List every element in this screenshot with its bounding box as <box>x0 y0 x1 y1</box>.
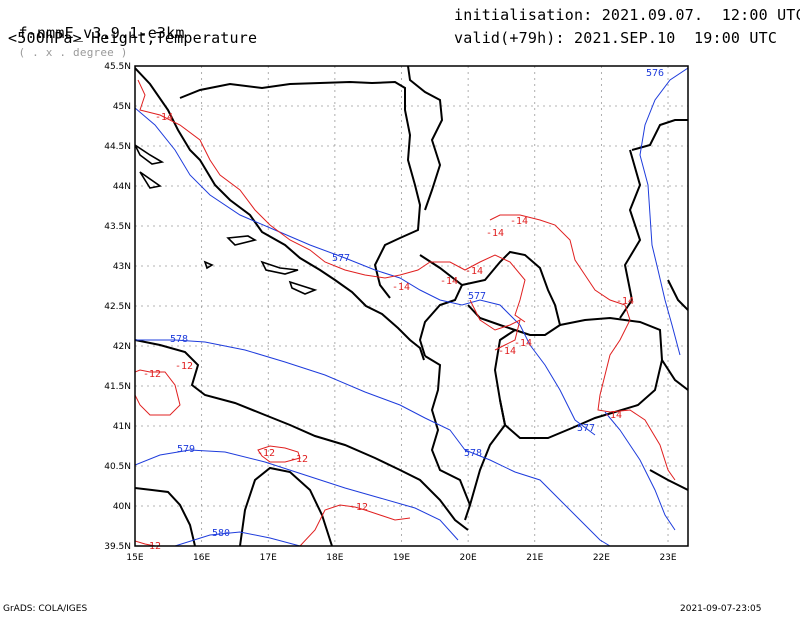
valid-time: valid(+79h): 2021.SEP.10 19:00 UTC <box>454 29 778 47</box>
height-contour-label: 576 <box>646 68 664 79</box>
island-3 <box>288 280 318 295</box>
lon-tick-label: 15E <box>126 553 143 563</box>
height-contour-label: 579 <box>177 444 195 455</box>
border-croatia-bosnia <box>179 80 422 299</box>
border-north-macedonia <box>493 316 664 439</box>
border-albania <box>424 355 472 521</box>
lat-tick-label: 42.5N <box>104 302 131 312</box>
border-east <box>619 149 642 319</box>
axis-labels: 15E 16E 17E 18E 19E 20E 21E 22E 23E 39.5N 40N 40.5N… <box>104 62 677 563</box>
height-contour-label: 577 <box>577 423 595 434</box>
lon-tick-label: 17E <box>260 553 277 563</box>
map-frame <box>134 65 689 547</box>
lat-tick-label: 42N <box>113 342 131 352</box>
height-contour-label: 578 <box>464 448 482 459</box>
lat-tick-label: 44N <box>113 182 131 192</box>
lon-tick-label: 21E <box>526 553 543 563</box>
lon-tick-label: 20E <box>460 553 477 563</box>
lat-tick-label: 45.5N <box>104 62 131 72</box>
temperature-contour-label: -14 <box>392 282 410 293</box>
lat-tick-label: 41N <box>113 422 131 432</box>
height-contour-label: 580 <box>212 528 230 539</box>
temperature-contour-label: -12 <box>257 448 275 459</box>
lat-tick-label: 40N <box>113 502 131 512</box>
lon-tick-label: 22E <box>593 553 610 563</box>
coastline-italy-east <box>135 339 469 531</box>
temperature-contour-label: -14 <box>604 410 622 421</box>
border-greece <box>469 399 507 506</box>
lon-tick-label: 23E <box>659 553 676 563</box>
init-time: initialisation: 2021.09.07. 12:00 UTC <box>454 6 800 24</box>
height-contour-label: 578 <box>170 334 188 345</box>
temperature-contour-label: -14 <box>616 296 634 307</box>
border-top-right <box>631 119 688 151</box>
model-title: f-nmmE_v3.9.1-e3km ( . x . degree ) <box>0 6 185 60</box>
coastline-adriatic-east <box>135 67 425 361</box>
temperature-contour-label: -12 <box>290 454 308 465</box>
border-montenegro <box>418 254 464 357</box>
lat-tick-label: 39.5N <box>104 542 131 552</box>
temperature-contour-label: -12 <box>350 502 368 513</box>
units-note: ( . x . degree ) <box>18 46 128 59</box>
lat-tick-label: 44.5N <box>104 142 131 152</box>
lon-tick-label: 19E <box>393 553 410 563</box>
coastline-aegean <box>649 469 688 491</box>
temperature-contour-label: -12 <box>143 369 161 380</box>
height-contours <box>135 67 688 546</box>
temperature-contour-label: -14 <box>155 112 173 123</box>
temperature-contour-label: -14 <box>465 266 483 277</box>
temperature-contours <box>135 79 676 546</box>
temperature-contour-label: -14 <box>514 338 532 349</box>
lat-tick-label: 43.5N <box>104 222 131 232</box>
lat-tick-label: 45N <box>113 102 131 112</box>
coastline-calabria <box>239 466 333 546</box>
temperature-contour-label: -14 <box>486 228 504 239</box>
temperature-contour-label: -14 <box>440 276 458 287</box>
temperature-contour-label: -14 <box>498 346 516 357</box>
lon-tick-label: 16E <box>193 553 210 563</box>
lat-lon-grid <box>134 65 688 547</box>
coastline-italy-south <box>135 487 196 546</box>
height-contour-label: 577 <box>332 253 350 264</box>
height-contour-label: 577 <box>468 291 486 302</box>
island-6 <box>203 260 214 270</box>
lat-tick-label: 41.5N <box>104 382 131 392</box>
lon-tick-label: 18E <box>326 553 343 563</box>
island-2 <box>260 260 299 275</box>
footer-right: 2021-09-07-23:05 <box>680 604 762 614</box>
border-north <box>407 66 444 211</box>
footer-left: GrADS: COLA/IGES <box>3 604 88 614</box>
island-4 <box>135 144 165 165</box>
model-name: f-nmmE_v3.9.1-e3km <box>18 24 185 42</box>
island-1 <box>226 235 258 246</box>
border-right <box>667 279 688 311</box>
temperature-contour-label: -12 <box>175 361 193 372</box>
lat-tick-label: 40.5N <box>104 462 131 472</box>
island-5 <box>139 171 162 189</box>
borders <box>135 66 688 546</box>
lat-tick-label: 43N <box>113 262 131 272</box>
temperature-contour-label: -14 <box>510 216 528 227</box>
level-title: <500hPa> Height,Temperature <box>8 29 258 47</box>
border-east2 <box>661 359 688 391</box>
